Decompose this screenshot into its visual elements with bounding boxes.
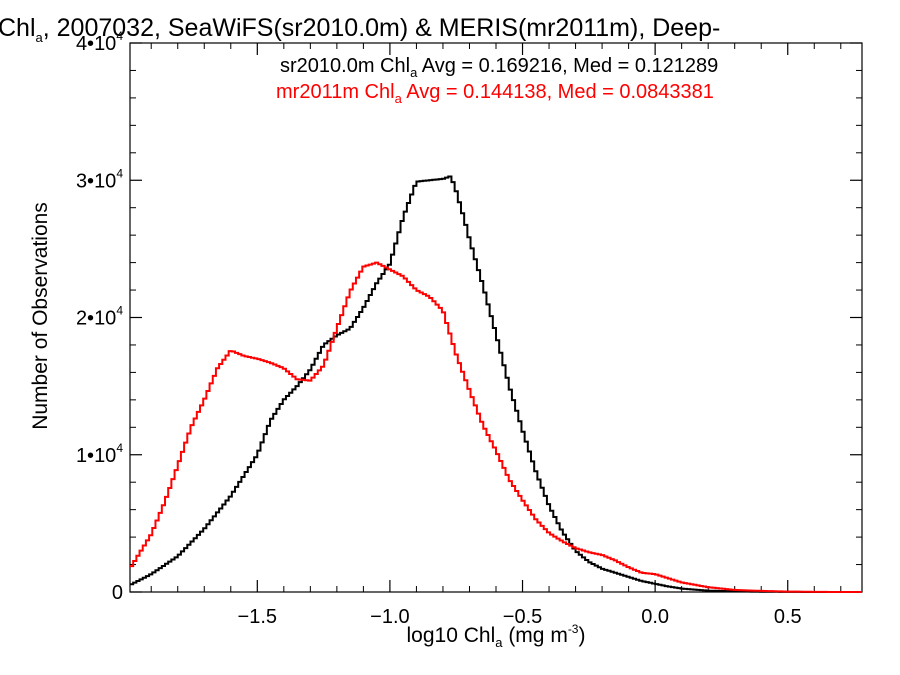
- x-tick-label: −1.5: [238, 606, 277, 628]
- y-tick-label: 0: [112, 582, 123, 604]
- series-layer: [130, 175, 862, 593]
- x-axis-ticks: −1.5 −1.0 −0.5 0.0 0.5: [238, 43, 802, 628]
- y-axis-ticks: 0 1•104 2•104 3•104 4•104: [76, 29, 862, 604]
- x-tick-label: 0.5: [774, 606, 802, 628]
- y-tick-label: 3•104: [76, 166, 123, 192]
- y-tick-label: 4•104: [76, 29, 123, 55]
- x-axis-title: log10 Chla (mg m-3): [407, 622, 586, 650]
- series-mr2011m: [130, 261, 862, 593]
- y-axis-title: Number of Observations: [29, 202, 52, 430]
- x-tick-label: 0.0: [641, 606, 669, 628]
- chart-title: Chla, 2007032, SeaWiFS(sr2010.0m) & MERI…: [0, 14, 720, 45]
- minor-ticks: [130, 43, 862, 592]
- y-tick-label: 1•104: [76, 441, 123, 467]
- x-tick-label: −1.0: [370, 606, 409, 628]
- y-tick-label: 2•104: [76, 304, 123, 330]
- series-sr2010.0m: [130, 175, 862, 593]
- legend-entry-mr2011: mr2011m Chla Avg = 0.144138, Med = 0.084…: [276, 81, 714, 106]
- legend: sr2010.0m Chla Avg = 0.169216, Med = 0.1…: [276, 55, 718, 106]
- legend-entry-sr2010: sr2010.0m Chla Avg = 0.169216, Med = 0.1…: [280, 55, 718, 80]
- plot-frame: [129, 42, 863, 593]
- x-tick-label: −0.5: [503, 606, 542, 628]
